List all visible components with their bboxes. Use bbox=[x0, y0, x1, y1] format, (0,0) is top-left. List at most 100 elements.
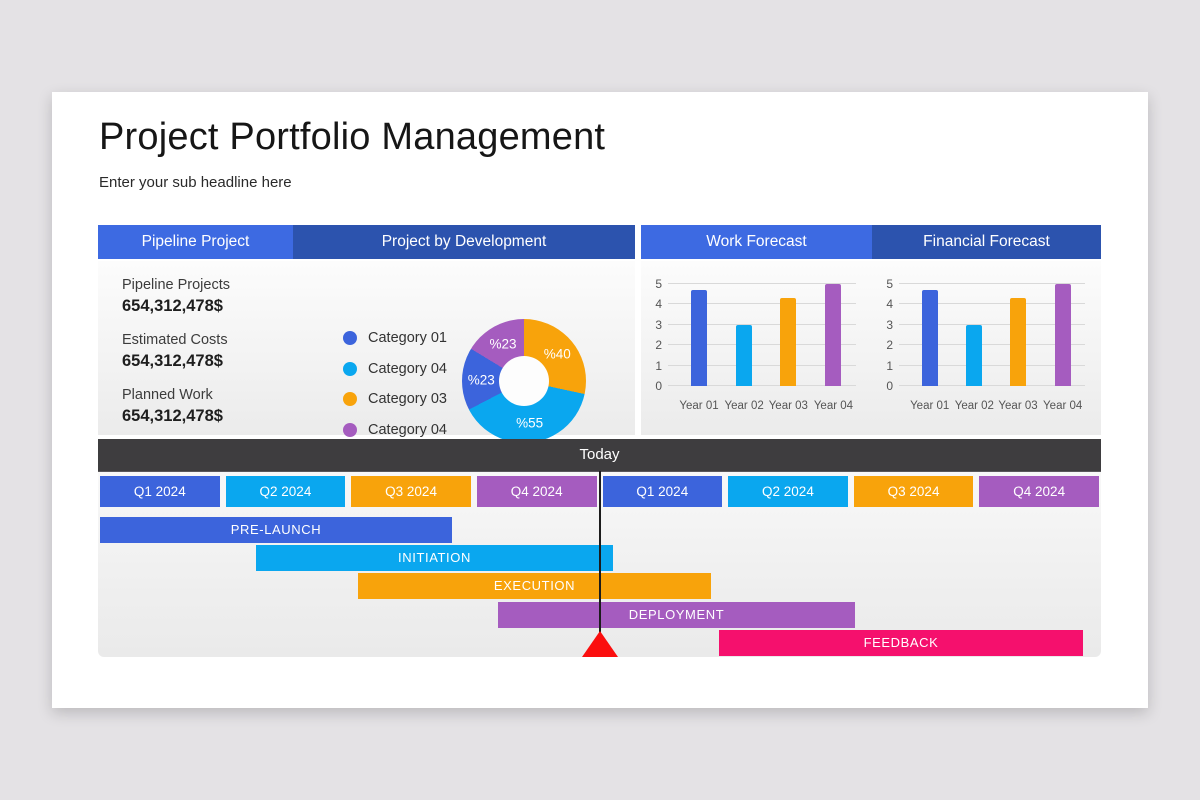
y-axis-tick-label: 0 bbox=[886, 379, 893, 393]
pipeline-project-body: Pipeline Projects 654,312,478$ Estimated… bbox=[98, 261, 293, 435]
x-axis-label: Year 01 bbox=[679, 400, 719, 412]
slide-card: Project Portfolio Management Enter your … bbox=[52, 92, 1148, 708]
financial-forecast-header: Financial Forecast bbox=[872, 225, 1101, 259]
today-line bbox=[599, 471, 601, 633]
today-marker-triangle-icon bbox=[582, 631, 618, 657]
y-axis-tick-label: 3 bbox=[886, 317, 893, 332]
gantt-bar-feedback: FEEDBACK bbox=[719, 630, 1083, 656]
y-axis-tick-label: 1 bbox=[886, 358, 893, 373]
gridline bbox=[668, 303, 856, 305]
gridline bbox=[668, 344, 856, 346]
bar-year-01 bbox=[691, 290, 708, 386]
y-axis-tick-label: 4 bbox=[655, 297, 662, 312]
gridline bbox=[668, 323, 856, 325]
project-by-development-body: Category 01 Category 04 Category 03 Cate… bbox=[293, 261, 635, 443]
legend-label: Category 04 bbox=[368, 360, 447, 377]
quarter-cell: Q1 2024 bbox=[100, 476, 220, 507]
y-axis-tick-label: 5 bbox=[886, 277, 893, 291]
legend-bullet-icon bbox=[343, 422, 357, 437]
legend-label: Category 03 bbox=[368, 391, 447, 408]
y-axis-tick-label: 3 bbox=[655, 317, 662, 332]
work-forecast-panel: Work Forecast 0 1 2 3 4 5 Year 01 Year 02 Year 0… bbox=[641, 225, 872, 435]
gridline bbox=[668, 283, 856, 284]
bar-chart-plot: 0 1 2 3 4 5 Year 01 Year 02 Year 03 Year 04 bbox=[886, 278, 1085, 412]
quarter-cell: Q4 2024 bbox=[476, 476, 597, 507]
stat-estimated-costs: Estimated Costs 654,312,478$ bbox=[122, 316, 293, 371]
gantt-bar-execution: EXECUTION bbox=[358, 573, 711, 599]
donut-slice-label: %23 bbox=[489, 336, 517, 352]
donut-legend: Category 01 Category 04 Category 03 Cate… bbox=[343, 323, 447, 445]
quarter-cell: Q1 2024 bbox=[602, 476, 723, 507]
stat-value: 654,312,478$ bbox=[122, 407, 223, 425]
bar-year-01 bbox=[921, 290, 938, 386]
x-axis-label: Year 01 bbox=[910, 400, 950, 412]
bar-year-02 bbox=[966, 324, 983, 386]
y-axis-tick-label: 4 bbox=[886, 297, 893, 312]
y-axis-tick-label: 5 bbox=[655, 277, 662, 291]
y-axis-tick-label: 0 bbox=[655, 379, 662, 393]
page-title: Project Portfolio Management bbox=[99, 116, 606, 158]
bar-year-03 bbox=[1010, 298, 1027, 386]
legend-bullet-icon bbox=[343, 331, 357, 346]
gridline bbox=[668, 385, 856, 386]
work-forecast-chart: 0 1 2 3 4 5 Year 01 Year 02 Year 03 Year 04 bbox=[641, 261, 872, 435]
stat-planned-work: Planned Work 654,312,478$ bbox=[122, 371, 293, 426]
gantt-bar-initiation: INITIATION bbox=[256, 545, 613, 571]
legend-item: Category 01 bbox=[343, 323, 447, 354]
legend-bullet-icon bbox=[343, 361, 357, 376]
donut-slice-label: %55 bbox=[516, 415, 544, 431]
project-by-development-header: Project by Development bbox=[293, 225, 635, 259]
bar-year-02 bbox=[736, 324, 753, 386]
financial-forecast-chart: 0 1 2 3 4 5 Year 01 Year 02 Year 03 Year 04 bbox=[872, 261, 1101, 435]
stat-value: 654,312,478$ bbox=[122, 297, 223, 315]
donut-chart: %40 %55 %23 %23 bbox=[462, 319, 586, 443]
legend-label: Category 01 bbox=[368, 330, 447, 347]
bar-year-04 bbox=[825, 284, 842, 386]
stat-value: 654,312,478$ bbox=[122, 352, 223, 370]
gridline bbox=[899, 385, 1085, 386]
quarter-row: Q1 2024 Q2 2024 Q3 2024 Q4 2024 Q1 2024 … bbox=[100, 476, 1099, 507]
bar-chart-plot: 0 1 2 3 4 5 Year 01 Year 02 Year 03 Year 04 bbox=[655, 278, 856, 412]
quarter-cell: Q3 2024 bbox=[351, 476, 471, 507]
x-axis-label: Year 02 bbox=[724, 400, 764, 412]
work-forecast-header: Work Forecast bbox=[641, 225, 872, 259]
donut-slice-label: %40 bbox=[543, 346, 571, 362]
financial-forecast-panel: Financial Forecast 0 1 2 3 4 5 Year 01 Year 02 Y… bbox=[872, 225, 1101, 435]
legend-item: Category 03 bbox=[343, 384, 447, 415]
x-axis-label: Year 04 bbox=[813, 400, 854, 412]
today-bar: Today bbox=[98, 439, 1101, 472]
stat-label: Planned Work bbox=[122, 387, 213, 403]
quarter-cell: Q2 2024 bbox=[728, 476, 848, 507]
gridline bbox=[899, 364, 1085, 366]
pipeline-project-panel: Pipeline Project Pipeline Projects 654,3… bbox=[98, 225, 293, 435]
x-axis-label: Year 04 bbox=[1043, 400, 1083, 412]
stat-label: Estimated Costs bbox=[122, 332, 228, 348]
quarter-cell: Q2 2024 bbox=[225, 476, 346, 507]
legend-label: Category 04 bbox=[368, 421, 447, 438]
legend-item: Category 04 bbox=[343, 354, 447, 385]
legend-item: Category 04 bbox=[343, 415, 447, 446]
bar-year-04 bbox=[1054, 284, 1071, 386]
legend-bullet-icon bbox=[343, 392, 357, 407]
pipeline-project-header: Pipeline Project bbox=[98, 225, 293, 259]
bar-year-03 bbox=[780, 298, 797, 386]
gantt-bar-deployment: DEPLOYMENT bbox=[498, 602, 855, 628]
y-axis-tick-label: 1 bbox=[655, 358, 662, 373]
y-axis-tick-label: 2 bbox=[655, 338, 662, 353]
work-forecast-body: 0 1 2 3 4 5 Year 01 Year 02 Year 03 Year 04 bbox=[641, 261, 872, 435]
gridline bbox=[899, 283, 1085, 284]
financial-forecast-body: 0 1 2 3 4 5 Year 01 Year 02 Year 03 Year 04 bbox=[872, 261, 1101, 435]
quarter-cell: Q4 2024 bbox=[979, 476, 1099, 507]
page-subtitle: Enter your sub headline here bbox=[99, 174, 292, 191]
x-axis-label: Year 03 bbox=[768, 400, 808, 412]
gridline bbox=[668, 364, 856, 366]
gridline bbox=[899, 344, 1085, 346]
gridline bbox=[899, 303, 1085, 305]
x-axis-label: Year 03 bbox=[998, 400, 1038, 412]
stat-label: Pipeline Projects bbox=[122, 277, 230, 293]
x-axis-label: Year 02 bbox=[954, 400, 994, 412]
quarter-cell: Q3 2024 bbox=[853, 476, 974, 507]
donut-slice-label: %23 bbox=[467, 372, 495, 388]
y-axis-tick-label: 2 bbox=[886, 338, 893, 353]
project-by-development-panel: Project by Development Category 01 Categ… bbox=[293, 225, 635, 443]
